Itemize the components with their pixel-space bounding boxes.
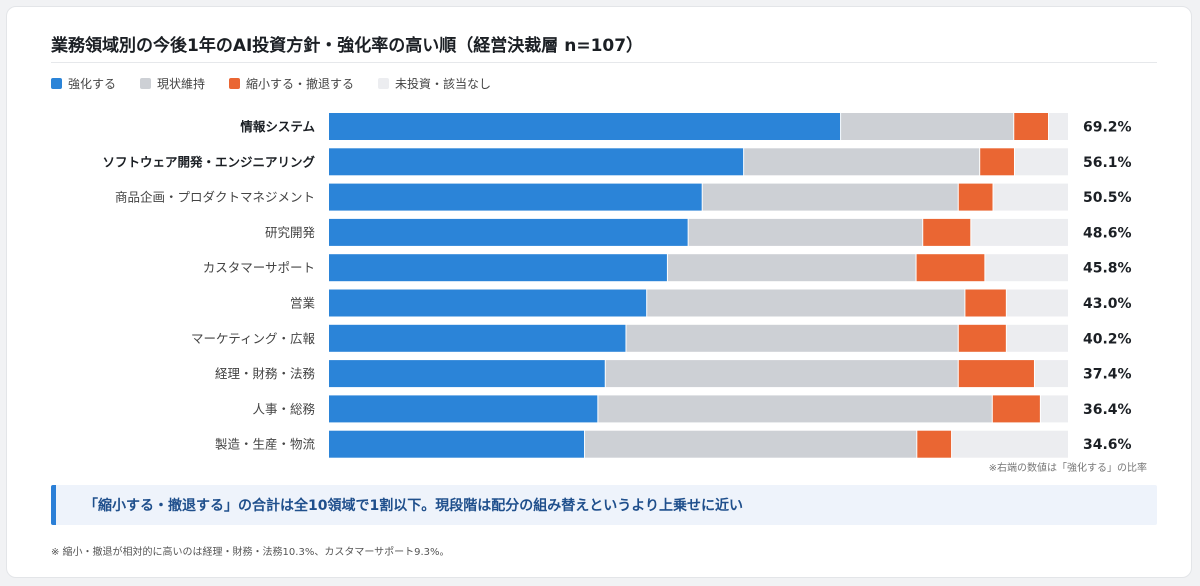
category-label: カスタマーサポート [203, 260, 315, 275]
bar-segment-maintain [605, 360, 958, 388]
bar-row: 製造・生産・物流 34.6% [215, 430, 1132, 458]
category-label: 経理・財務・法務 [215, 366, 316, 381]
bar-segment-strengthen [329, 324, 626, 352]
bar-segment-reduce [958, 183, 993, 211]
chart-title: 業務領域別の今後1年のAI投資方針・強化率の高い順（経営決裁層 n=107） [51, 36, 644, 56]
category-label: 情報システム [240, 119, 315, 134]
bar-segment-none [1006, 289, 1068, 317]
legend-swatch-reduce [229, 78, 241, 89]
value-label: 36.4% [1083, 402, 1132, 418]
value-label: 37.4% [1083, 367, 1132, 383]
value-label: 56.1% [1083, 155, 1132, 171]
bar-segment-reduce [916, 254, 985, 282]
value-label: 45.8% [1083, 261, 1132, 277]
bar-segment-strengthen [329, 113, 841, 140]
bar-segment-strengthen [329, 254, 667, 282]
legend-item-reduce: 縮小する・撤退する [229, 75, 354, 92]
callout-text: 「縮小する・撤退する」の合計は全10領域で1割以下。現段階は配分の組み替えという… [84, 498, 743, 514]
category-label: 商品企画・プロダクトマネジメント [115, 190, 315, 205]
legend: 強化する 現状維持 縮小する・撤退する 未投資・該当なし [51, 75, 491, 92]
value-label: 69.2% [1083, 120, 1132, 136]
bar-row: 研究開発 48.6% [265, 218, 1132, 246]
bar-segment-reduce [958, 324, 1006, 352]
legend-label-maintain: 現状維持 [157, 77, 206, 91]
bar-segment-strengthen [329, 218, 688, 246]
bar-segment-strengthen [329, 148, 744, 176]
bar-row: 情報システム 69.2% [240, 113, 1132, 140]
category-label: ソフトウェア開発・エンジニアリング [102, 154, 315, 169]
legend-swatch-none [378, 78, 390, 89]
legend-item-maintain: 現状維持 [140, 75, 205, 92]
legend-swatch-maintain [140, 78, 152, 89]
legend-label-none: 未投資・該当なし [395, 77, 492, 91]
bar-row: マーケティング・広報 40.2% [191, 324, 1132, 352]
bar-segment-maintain [626, 324, 958, 352]
legend-swatch-strengthen [51, 78, 62, 89]
bar-segment-none [993, 183, 1068, 211]
title-divider [51, 62, 1157, 63]
bar-segment-reduce [958, 360, 1034, 388]
bar-segment-maintain [702, 183, 958, 211]
bar-segment-reduce [980, 148, 1014, 176]
bar-segment-maintain [585, 430, 917, 458]
bar-segment-maintain [598, 395, 992, 423]
legend-label-reduce: 縮小する・撤退する [246, 77, 355, 91]
value-label: 48.6% [1083, 225, 1132, 241]
bar-row: 商品企画・プロダクトマネジメント 50.5% [115, 183, 1132, 211]
bar-segment-none [985, 254, 1068, 282]
category-label: 人事・総務 [252, 401, 315, 416]
bar-segment-none [1014, 148, 1068, 176]
value-label: 34.6% [1083, 437, 1132, 453]
bar-row: 営業 43.0% [290, 289, 1132, 317]
legend-item-none: 未投資・該当なし [378, 75, 491, 92]
bar-segment-maintain [841, 113, 1014, 140]
value-label: 43.0% [1083, 296, 1132, 312]
bar-segment-none [971, 218, 1068, 246]
bar-segment-none [1006, 324, 1068, 352]
bar-segment-reduce [923, 218, 971, 246]
bar-segment-none [1040, 395, 1068, 423]
category-label: 研究開発 [265, 225, 316, 240]
bar-segment-strengthen [329, 360, 605, 388]
bar-segment-strengthen [329, 289, 647, 317]
bar-row: カスタマーサポート 45.8% [203, 254, 1132, 282]
bar-segment-maintain [688, 218, 923, 246]
bar-segment-none [1049, 113, 1068, 140]
value-label: 40.2% [1083, 331, 1132, 347]
value-note: ※右端の数値は「強化する」の比率 [988, 463, 1147, 474]
chart-card: 業務領域別の今後1年のAI投資方針・強化率の高い順（経営決裁層 n=107） 強… [6, 6, 1192, 578]
bar-segment-strengthen [329, 183, 702, 211]
legend-label-strengthen: 強化する [68, 77, 117, 91]
bar-segment-none [952, 430, 1068, 458]
category-label: 営業 [290, 296, 316, 311]
stacked-bar-chart: 情報システム 69.2% ソフトウェア開発・エンジニアリング 56.1% 商品企画・プロ… [102, 113, 1132, 458]
bar-segment-strengthen [329, 430, 585, 458]
bar-segment-maintain [647, 289, 965, 317]
bar-segment-reduce [917, 430, 952, 458]
bar-segment-reduce [992, 395, 1040, 423]
category-label: 製造・生産・物流 [215, 437, 316, 452]
value-label: 50.5% [1083, 190, 1132, 206]
callout-box: 「縮小する・撤退する」の合計は全10領域で1割以下。現段階は配分の組み替えという… [51, 485, 1157, 525]
bar-row: 人事・総務 36.4% [252, 395, 1132, 423]
bar-segment-maintain [667, 254, 916, 282]
bar-row: 経理・財務・法務 37.4% [215, 360, 1132, 388]
category-label: マーケティング・広報 [191, 331, 316, 346]
bar-segment-reduce [965, 289, 1006, 317]
footnote: ※ 縮小・撤退が相対的に高いのは経理・財務・法務10.3%、カスタマーサポート9… [51, 547, 450, 558]
bar-segment-maintain [744, 148, 980, 176]
legend-item-strengthen: 強化する [51, 75, 116, 92]
bar-segment-strengthen [329, 395, 598, 423]
bar-segment-none [1034, 360, 1068, 388]
bar-row: ソフトウェア開発・エンジニアリング 56.1% [102, 148, 1132, 176]
bar-segment-reduce [1014, 113, 1049, 140]
